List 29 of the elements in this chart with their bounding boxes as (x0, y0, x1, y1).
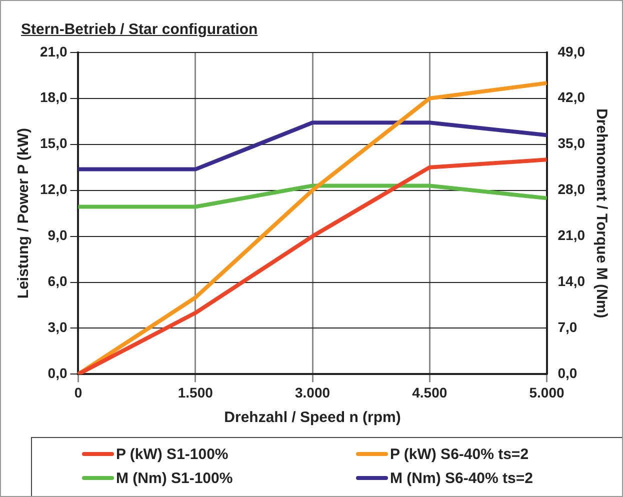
x-tick-label: 4.500 (412, 384, 448, 400)
y2-tick-label: 14,0 (558, 273, 586, 290)
x-axis-title: Drehzahl / Speed n (rpm) (224, 409, 401, 426)
y2-tick-label: 7,0 (558, 319, 578, 336)
chart-title: Stern-Betrieb / Star configuration (21, 21, 258, 38)
y2-tick-label: 28,0 (558, 181, 586, 198)
y-tick-label: 12,0 (40, 181, 68, 198)
y-axis-title: Leistung / Power P (kW) (15, 128, 32, 299)
y-tick-label: 15,0 (40, 135, 68, 152)
x-tick-label: 3.000 (294, 384, 330, 400)
y-tick-label: 21,0 (40, 43, 68, 60)
y-tick-label: 0,0 (48, 365, 68, 382)
y-tick-label: 18,0 (40, 89, 68, 106)
x-tick-label: 5.000 (529, 384, 564, 400)
legend-label: M (Nm) S1-100% (116, 470, 233, 486)
y2-tick-label: 21,0 (558, 227, 586, 244)
y-tick-label: 6,0 (48, 273, 68, 290)
y2-axis-title: Drehmoment / Torque M (Nm) (592, 108, 610, 318)
x-tick-label: 1.500 (178, 384, 214, 400)
legend-label: M (Nm) S6-40% ts=2 (390, 470, 533, 486)
y2-tick-label: 0,0 (558, 365, 578, 382)
y2-tick-label: 35,0 (558, 135, 586, 152)
x-tick-label: 0 (74, 384, 82, 400)
y2-tick-label: 42,0 (558, 89, 586, 106)
y-tick-label: 9,0 (48, 227, 68, 244)
legend-label: P (kW) S1-100% (116, 446, 228, 462)
y-tick-label: 3,0 (48, 319, 68, 336)
y2-tick-label: 49,0 (558, 43, 586, 60)
legend-label: P (kW) S6-40% ts=2 (390, 446, 529, 462)
